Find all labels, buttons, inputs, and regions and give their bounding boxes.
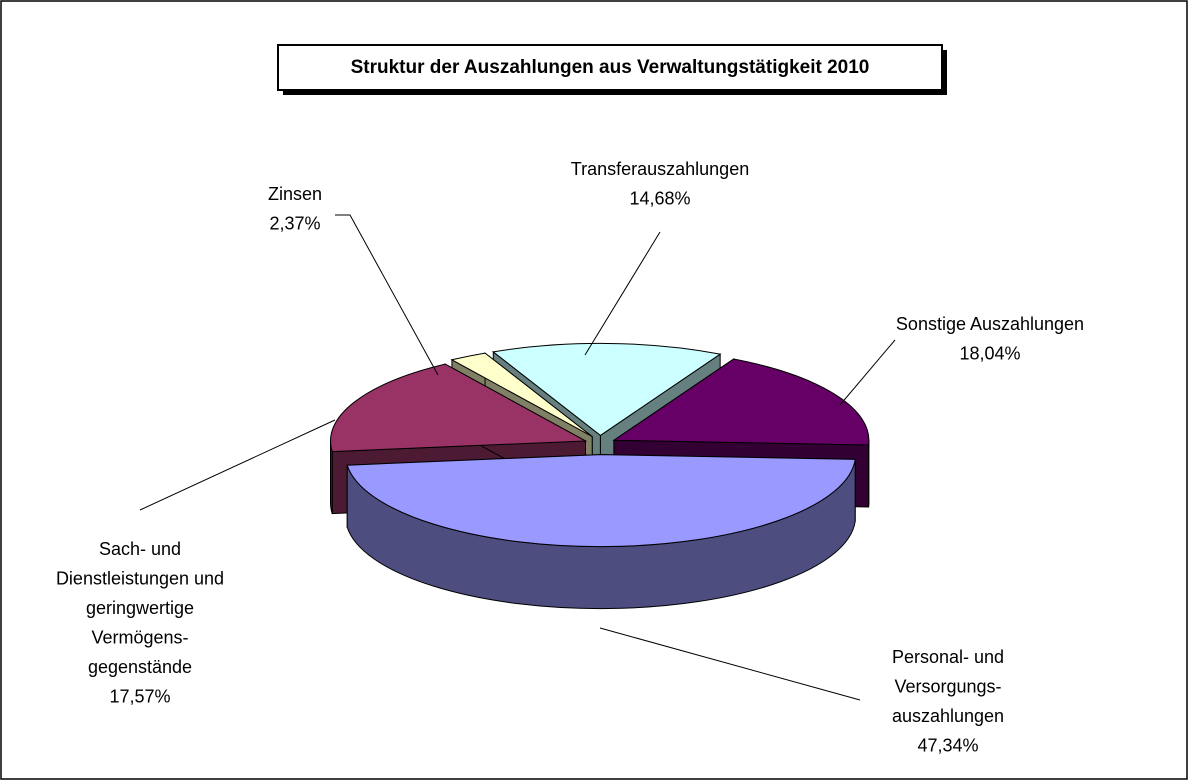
value-label: 47,34% <box>917 736 978 756</box>
leader-line <box>335 214 439 376</box>
labels: Sonstige Auszahlungen 18,04% Personal- und… <box>56 159 1084 756</box>
category-label: Sach- und Dienstleistungen und geringwerti… <box>56 539 224 677</box>
category-label: Transferauszahlungen <box>571 159 749 179</box>
leader-line <box>139 419 336 511</box>
leader-line <box>839 339 896 406</box>
category-label: Personal- und Versorgungs-auszahlungen <box>892 647 1004 726</box>
title-box <box>277 44 943 91</box>
category-label: Sonstige Auszahlungen <box>896 314 1084 334</box>
slice-top <box>346 454 856 548</box>
value-label: 14,68% <box>629 189 690 209</box>
leader-line <box>584 231 661 356</box>
slice-top <box>612 358 870 446</box>
slice-top <box>330 363 588 453</box>
slice-top <box>492 342 722 437</box>
value-label: 17,57% <box>109 687 170 707</box>
slice <box>346 454 856 610</box>
pie <box>329 342 870 610</box>
chart-title: Struktur der Auszahlungen aus Verwaltung… <box>351 57 870 78</box>
category-label: Zinsen <box>268 184 322 204</box>
value-label: 2,37% <box>269 214 320 234</box>
value-label: 18,04% <box>959 344 1020 364</box>
leader-line <box>599 627 861 701</box>
slice-top <box>450 352 593 438</box>
